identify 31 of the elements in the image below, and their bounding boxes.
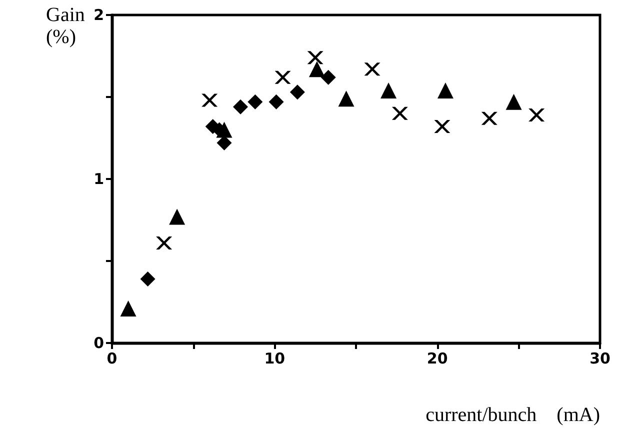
point bbox=[169, 208, 186, 225]
x-axis-title: current/bunch (mA) bbox=[426, 404, 600, 426]
point bbox=[380, 82, 397, 98]
point bbox=[233, 99, 248, 114]
y-tick-label: 1 bbox=[94, 170, 104, 188]
point bbox=[308, 61, 325, 78]
x-tick-label: 20 bbox=[426, 350, 448, 368]
y-axis-title: Gain (%) bbox=[46, 4, 85, 48]
point bbox=[156, 236, 172, 250]
point bbox=[202, 94, 218, 107]
point bbox=[120, 300, 136, 317]
x-tick-label: 30 bbox=[590, 350, 610, 368]
point bbox=[320, 70, 336, 85]
point bbox=[268, 94, 284, 110]
point bbox=[290, 84, 305, 100]
y-tick-label: 2 bbox=[94, 6, 104, 24]
point bbox=[307, 51, 324, 64]
point bbox=[528, 108, 545, 122]
point bbox=[274, 70, 291, 84]
point bbox=[481, 112, 498, 125]
point bbox=[338, 90, 354, 107]
point bbox=[248, 94, 263, 110]
point bbox=[437, 82, 454, 98]
point bbox=[364, 62, 380, 76]
point bbox=[434, 120, 450, 134]
x-tick-label: 10 bbox=[264, 350, 286, 368]
y-tick-label: 0 bbox=[94, 334, 104, 352]
point bbox=[506, 94, 522, 110]
x-tick-label: 0 bbox=[106, 350, 118, 368]
point bbox=[392, 106, 408, 120]
point bbox=[140, 272, 156, 287]
